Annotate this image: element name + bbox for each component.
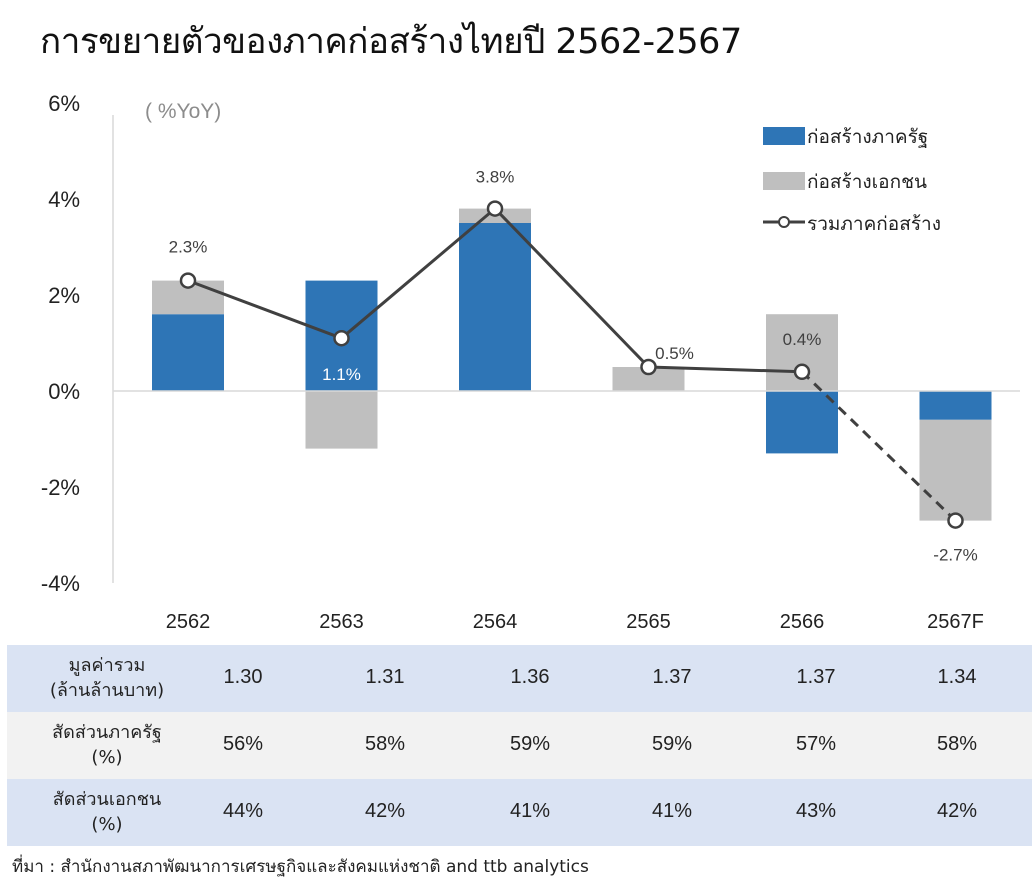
legend-label-total: รวมภาคก่อสร้าง [807,213,941,235]
y-tick-label: 2% [48,283,80,308]
legend-label-private: ก่อสร้างเอกชน [807,171,927,193]
row-label: สัดส่วนเอกชน (%) [52,789,162,835]
data-label: 0.4% [783,330,822,349]
table-cell: 58% [936,733,978,755]
bar-private [305,391,378,449]
y-tick-label: 4% [48,187,80,212]
data-label: -2.7% [933,546,977,565]
total-point [486,200,504,217]
bar-public [766,391,838,454]
x-tick-label: 2564 [473,611,518,633]
data-label: 0.5% [655,344,694,363]
table-cell: 43% [795,800,837,822]
chart: 6% 4% 2% 0% -2% -4% ( %YoY) 2562 2563 2564 2565 256… [41,91,1020,633]
table-cell: 42% [936,800,978,822]
table-row-total-value: มูลค่ารวม (ล้านล้านบาท) 1.30 1.31 1.36 1.37 1… [7,645,1032,712]
table-cell: 57% [795,733,837,755]
row-label: สัดส่วนภาครัฐ (%) [52,722,162,768]
x-tick-label: 2567F [927,611,984,633]
table-cell: 1.30 [223,666,263,688]
data-label: 1.1% [322,365,361,384]
total-line-segment [493,207,650,369]
table-cell: 42% [364,800,406,822]
legend-swatch-private [763,172,805,190]
y-tick-label: -4% [41,571,80,596]
bar-public [919,391,992,420]
total-point [947,512,964,529]
table-cell: 56% [222,733,264,755]
table-cell: 1.34 [937,666,977,688]
x-tick-label: 2566 [780,611,825,633]
total-line-segment [187,279,343,340]
table-cell: 44% [222,800,264,822]
bar-private [919,419,992,521]
source-note: ที่มา : สำนักงานสภาพัฒนาการเศรษฐกิจและสั… [12,857,589,877]
table-cell: 1.37 [652,666,692,688]
unit-label: ( %YoY) [145,100,221,123]
row-label: มูลค่ารวม (ล้านล้านบาท) [49,655,165,701]
legend-label-public: ก่อสร้างภาครัฐ [807,126,928,148]
bar-public [459,223,531,391]
table-cell: 58% [364,733,406,755]
x-tick-label: 2562 [166,611,211,633]
total-line-segment [340,207,496,340]
y-tick-label: 0% [48,379,80,404]
total-point [793,363,811,381]
table-row-private-share: สัดส่วนเอกชน (%) 44% 42% 41% 41% 43% 42% [7,779,1032,846]
x-tick-label: 2565 [626,611,671,633]
table-row-public-share: สัดส่วนภาครัฐ (%) 56% 58% 59% 59% 57% 58% [7,712,1032,779]
total-line-segment [648,365,803,374]
total-point [333,329,350,347]
chart-title: การขยายตัวของภาคก่อสร้างไทยปี 2562-2567 [40,22,742,62]
y-tick-label: 6% [48,91,80,116]
legend-marker-total [778,216,790,228]
table-cell: 59% [509,733,551,755]
total-line-forecast-segment [800,370,957,522]
total-point [179,272,197,289]
x-tick-label: 2563 [319,611,364,633]
bar-public [152,314,224,391]
data-label: 2.3% [169,238,208,257]
data-label: 3.8% [476,168,515,187]
y-tick-label: -2% [41,475,80,500]
table-cell: 1.36 [510,666,550,688]
table-cell: 59% [651,733,693,755]
total-point [640,358,657,376]
table-cell: 1.31 [365,666,405,688]
table-cell: 41% [651,800,693,822]
legend-swatch-public [763,127,805,145]
table-cell: 41% [509,800,551,822]
table-cell: 1.37 [796,666,836,688]
